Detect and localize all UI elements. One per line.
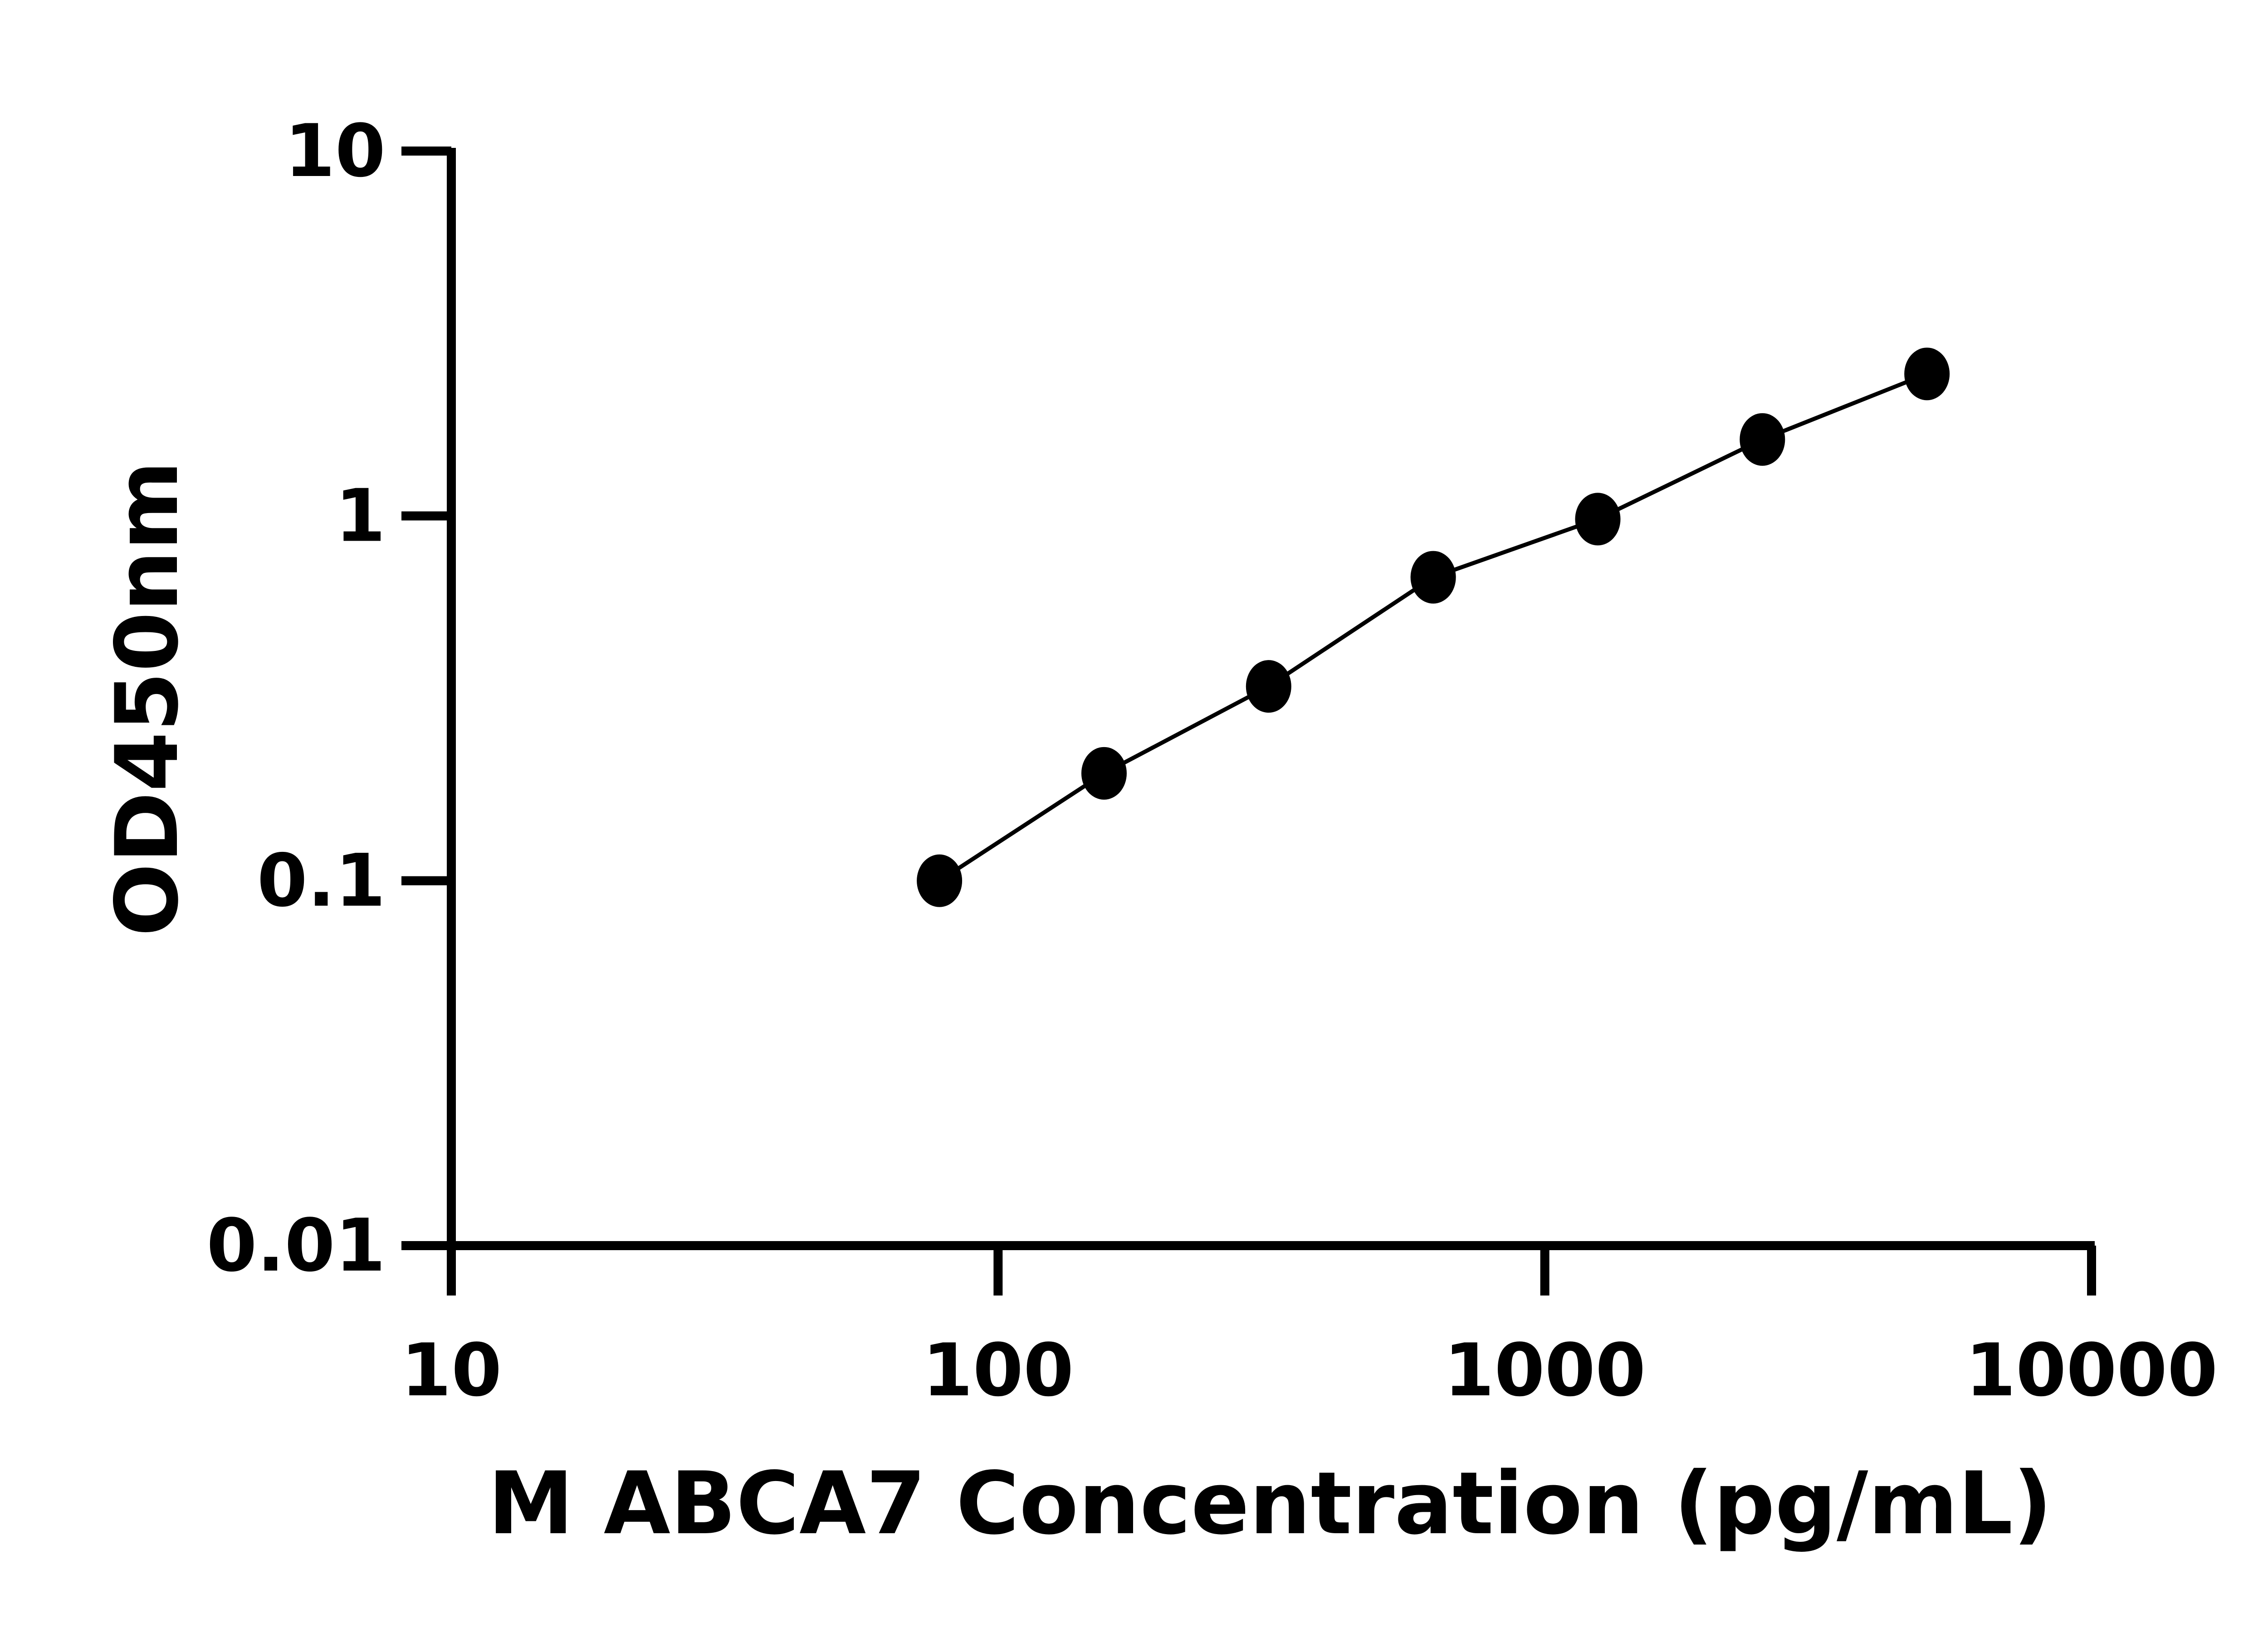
x-axis-label: M ABCA7 Concentration (pg/mL) [488,1453,2053,1554]
y-tick-label: 0.01 [206,1203,386,1288]
data-point [1081,747,1127,800]
x-tick-label: 10000 [1965,1328,2218,1413]
axes [401,147,2096,1296]
y-axis-label: OD450nm [97,460,197,936]
data-point [1410,551,1456,604]
data-point [1246,660,1291,713]
y-tick-label: 0.1 [257,838,386,923]
y-tick-label: 10 [284,108,386,193]
tick-labels: 10 100 1000 10000 0.01 0.1 1 10 [206,108,2218,1413]
data-point [1740,413,1785,466]
y-tick-label: 1 [335,473,386,558]
data-point [917,854,963,907]
x-tick-label: 1000 [1444,1328,1646,1413]
data-point [1575,493,1621,546]
data-point [1904,347,1950,401]
data-series [917,347,1950,907]
x-tick-label: 10 [401,1328,502,1413]
x-tick-label: 100 [922,1328,1074,1413]
